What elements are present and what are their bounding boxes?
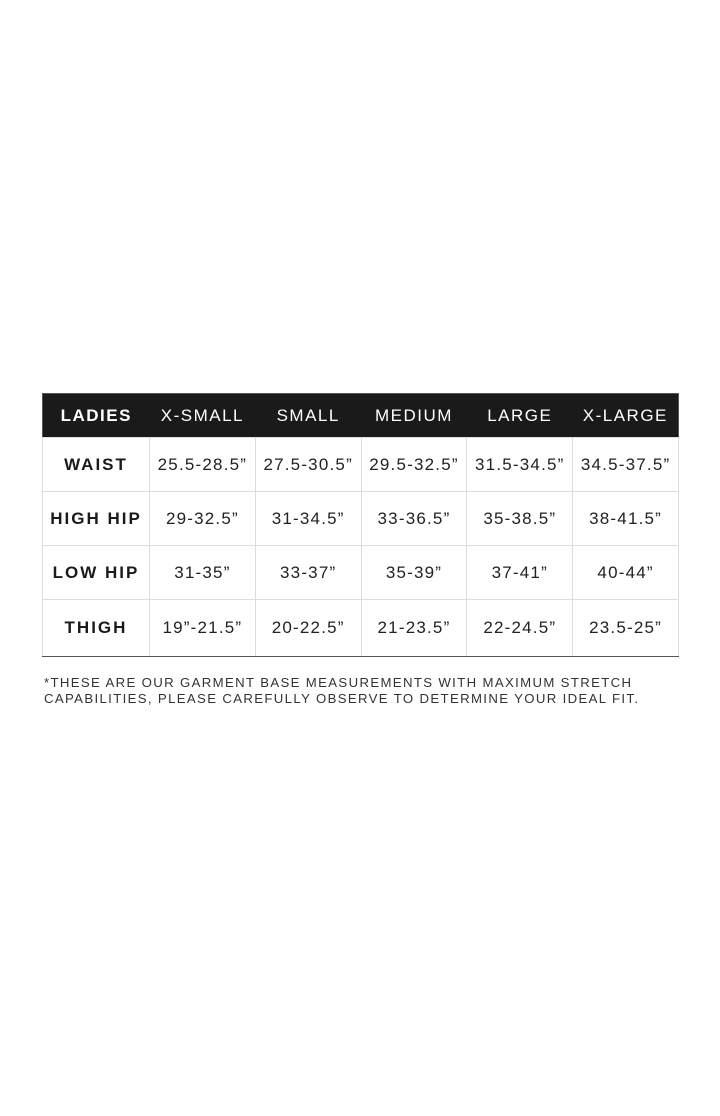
measurement-cell: 40-44” — [572, 545, 679, 600]
row-label: WAIST — [42, 437, 150, 492]
table-row: LOW HIP 31-35” 33-37” 35-39” 37-41” 40-44” — [42, 545, 679, 600]
measurement-cell: 19”-21.5” — [149, 599, 256, 657]
fit-note: *THESE ARE OUR GARMENT BASE MEASUREMENTS… — [44, 675, 639, 707]
header-medium: MEDIUM — [361, 393, 467, 438]
measurement-cell: 31.5-34.5” — [466, 437, 574, 492]
measurement-cell: 29-32.5” — [149, 491, 256, 546]
fit-note-line1: *THESE ARE OUR GARMENT BASE MEASUREMENTS… — [44, 675, 633, 690]
header-ladies: LADIES — [42, 393, 150, 438]
header-large: LARGE — [466, 393, 573, 438]
measurement-cell: 21-23.5” — [360, 599, 468, 657]
measurement-cell: 34.5-37.5” — [572, 437, 679, 492]
table-row: HIGH HIP 29-32.5” 31-34.5” 33-36.5” 35-38.5”… — [42, 491, 679, 546]
measurement-cell: 27.5-30.5” — [254, 437, 362, 492]
measurement-cell: 23.5-25” — [572, 599, 679, 657]
row-label: LOW HIP — [42, 545, 150, 600]
measurement-cell: 22-24.5” — [466, 599, 574, 657]
fit-note-line2: CAPABILITIES, PLEASE CAREFULLY OBSERVE T… — [44, 691, 640, 706]
measurement-cell: 35-39” — [360, 545, 468, 600]
table-row: WAIST 25.5-28.5” 27.5-30.5” 29.5-32.5” 31.5-… — [42, 437, 679, 492]
measurement-cell: 31-34.5” — [254, 491, 362, 546]
measurement-cell: 37-41” — [466, 545, 574, 600]
row-label: THIGH — [42, 599, 150, 657]
measurement-cell: 33-36.5” — [360, 491, 468, 546]
measurement-cell: 35-38.5” — [466, 491, 574, 546]
measurement-cell: 29.5-32.5” — [360, 437, 468, 492]
header-small: SMALL — [255, 393, 362, 438]
row-label: HIGH HIP — [42, 491, 150, 546]
measurement-cell: 33-37” — [254, 545, 362, 600]
header-x-small: X-SMALL — [149, 393, 256, 438]
table-row: THIGH 19”-21.5” 20-22.5” 21-23.5” 22-24.5” 23… — [42, 599, 679, 657]
header-row: LADIES X-SMALL SMALL MEDIUM LARGE X-LARG… — [42, 393, 679, 438]
measurement-cell: 31-35” — [149, 545, 256, 600]
size-chart-table: LADIES X-SMALL SMALL MEDIUM LARGE X-LARG… — [42, 393, 679, 657]
measurement-cell: 25.5-28.5” — [149, 437, 256, 492]
header-x-large: X-LARGE — [572, 393, 679, 438]
measurement-cell: 20-22.5” — [254, 599, 362, 657]
measurement-cell: 38-41.5” — [572, 491, 679, 546]
